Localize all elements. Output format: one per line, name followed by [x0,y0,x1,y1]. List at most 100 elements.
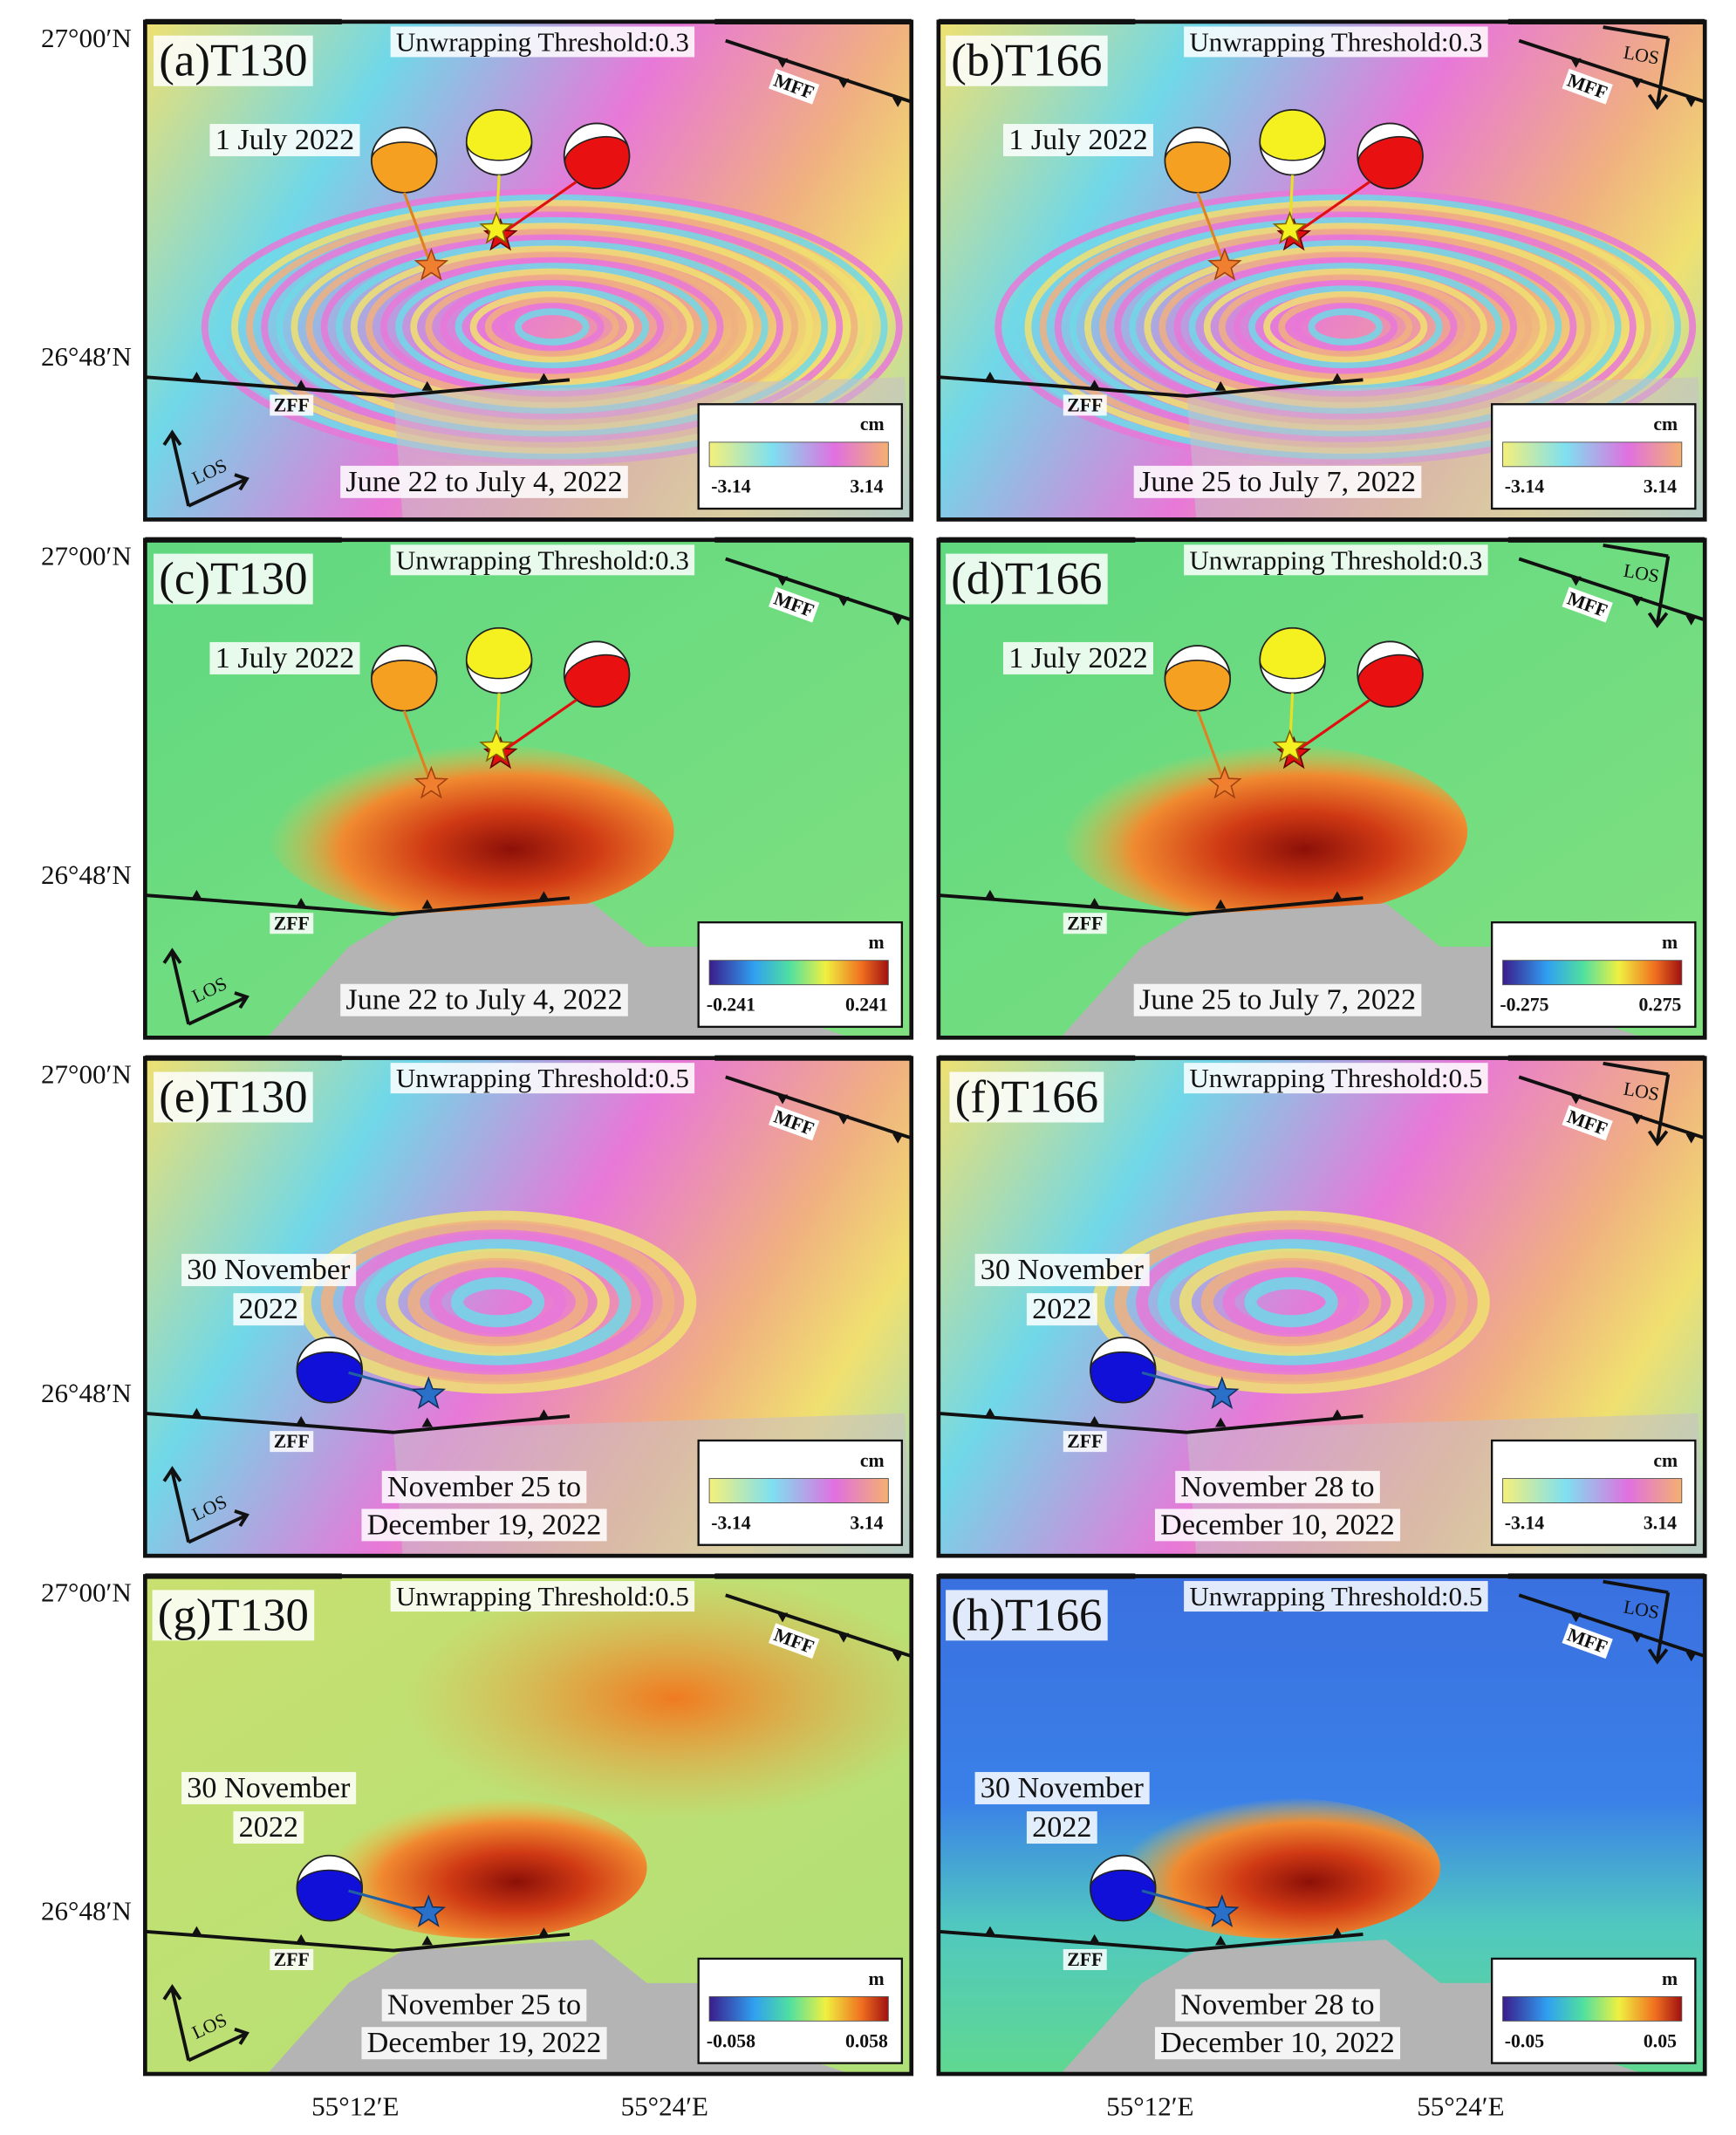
fault-tooth [538,891,550,901]
colorbar-min: -3.14 [1505,476,1544,497]
colorbar: cm -3.14 3.14 [1490,1439,1697,1546]
fault-tooth [892,1133,904,1144]
fringe [499,302,605,352]
epicenter [1272,210,1308,244]
frame-top-bar [714,18,912,24]
event-link [402,192,433,267]
date-range: December 10, 2022 [1160,1509,1395,1541]
fault-tooth [984,1926,996,1936]
fringe [298,1210,697,1394]
fault-label: ZFF [1067,394,1103,415]
fault-tooth [1570,58,1582,68]
fault-zff [145,1411,571,1434]
fault-tooth [837,1114,850,1125]
fringe [407,1257,588,1346]
frame-top-bar [938,537,1136,543]
frame-top-bar [145,537,342,543]
uplift-region [402,1576,912,1821]
lon-label: 55°12′E [311,2091,399,2122]
los-arrow [162,429,249,508]
event-label-box [209,641,360,674]
fault-tooth [1685,1133,1697,1144]
lat-label: 26°48′N [41,341,132,372]
event-link [1196,710,1227,785]
fault-label-box [1562,586,1613,623]
fringe [1248,285,1443,369]
fault-tooth [837,597,850,606]
panel-frame [143,1574,914,2077]
colorbar-min: -0.241 [707,995,755,1016]
fringe [1278,297,1413,358]
fault-tooth [1631,1114,1643,1125]
fault-tooth [1215,1935,1227,1946]
fault-tooth [1215,899,1227,909]
event-label: 1 July 2022 [215,642,355,674]
fringe [1244,1276,1338,1328]
colorbar-min: -3.14 [711,1512,750,1533]
fringe [515,308,590,346]
fringe [450,1276,545,1328]
threshold-label: Unwrapping Threshold:0.5 [396,1581,689,1612]
fault-tooth [892,615,904,626]
fault-tooth [984,1407,996,1418]
deformation-lobe [1060,742,1468,920]
fault-zff [145,893,571,916]
fault-tooth [984,371,996,381]
fault-label-box [769,1623,820,1659]
fault-label-box [1063,1949,1107,1971]
event-label: 1 July 2022 [1008,124,1148,156]
fringe [1222,1267,1360,1338]
event-label-box [1026,1293,1097,1326]
event-label: 30 November [187,1254,351,1286]
los-arrow [1603,25,1671,111]
deformation-lobe [321,1796,647,1939]
panel-label: (d)T166 [951,554,1102,605]
frame-top-bar [714,537,912,543]
date-range: November 25 to [387,1989,581,2022]
epicenter [413,765,449,799]
beach-ball-fill [466,627,533,680]
colorbar-max: 0.275 [1638,995,1681,1016]
threshold-label-box [1184,1581,1488,1612]
fault-label: ZFF [274,1431,310,1452]
event-label-box [974,1254,1150,1287]
event-label-box [233,1293,304,1326]
fringe [469,291,634,363]
date-range-box [1175,1470,1380,1503]
event-label-box [181,1771,357,1804]
fringe [425,274,680,380]
fault-tooth [1631,1632,1643,1643]
panel-label-box [154,35,313,86]
panel-label: (h)T166 [951,1590,1102,1640]
date-range-box [1133,983,1422,1016]
fault-label: ZFF [274,1949,310,1970]
panel-label: (e)T130 [159,1071,307,1122]
fault-zff [145,1929,571,1953]
fault-zff [938,1929,1364,1953]
event-label-box [1002,124,1153,157]
panel-label-box [152,1590,315,1641]
fringe [1263,291,1428,363]
fault-tooth [295,1933,307,1944]
date-range-box [340,465,628,498]
date-range: June 25 to July 7, 2022 [1139,466,1416,498]
los-arrow [1603,544,1671,629]
deformation-lobe [267,742,674,920]
epicenter [1207,765,1242,799]
fault-tooth [1570,1612,1582,1623]
fault-label-box [270,1431,314,1453]
beach-ball-fill [296,1351,363,1404]
fringe [440,279,665,374]
frame-top-bar [714,1573,912,1579]
date-range-box [361,2027,607,2060]
fault-tooth [191,889,202,900]
epicenter [1204,1376,1240,1410]
beach-ball-fill [1259,627,1326,680]
fault-tooth [1089,898,1100,908]
los-arrow [1603,1579,1671,1665]
event-link [499,698,578,755]
beach-ball-fill [1164,660,1231,712]
colorbar: m -0.058 0.058 [697,1957,904,2064]
